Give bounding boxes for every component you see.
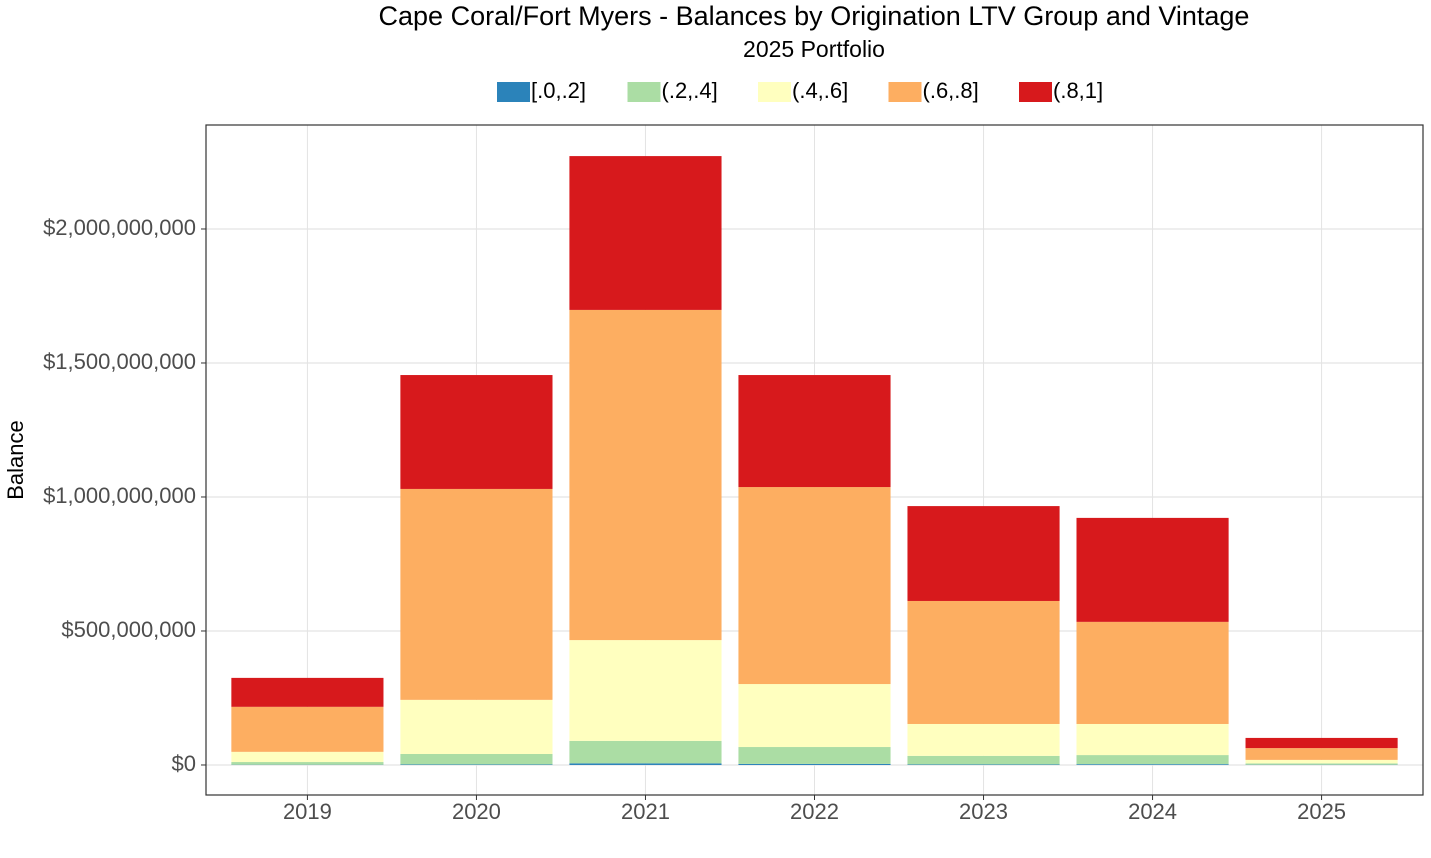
bar-segment	[738, 763, 891, 765]
y-tick-label: $500,000,000	[61, 617, 196, 642]
bar-segment	[1076, 517, 1229, 622]
y-tick-label: $0	[172, 751, 196, 776]
bar-segment	[1076, 755, 1229, 765]
bar-segment	[400, 699, 553, 754]
plot-border	[205, 124, 1424, 796]
x-tick-label: 2019	[283, 799, 332, 824]
legend-key	[627, 82, 661, 102]
legend-label: (.2,.4]	[662, 78, 718, 103]
bar-segment	[569, 740, 722, 764]
bar-segment	[907, 600, 1060, 724]
y-tick-label: $1,000,000,000	[43, 483, 196, 508]
x-tick-label: 2020	[452, 799, 501, 824]
bar-segment	[1245, 763, 1398, 765]
bar-segment	[1076, 621, 1229, 724]
bar-segment	[569, 309, 722, 641]
legend-key	[888, 82, 922, 102]
y-axis-label: Balance	[3, 420, 28, 500]
bar-segment	[231, 677, 384, 707]
legend-label: (.4,.6]	[792, 78, 848, 103]
bar-segment	[907, 723, 1060, 756]
bar-segment	[569, 156, 722, 310]
bar-segment	[400, 753, 553, 765]
bar-segment	[738, 684, 891, 748]
bar-segment	[907, 764, 1060, 765]
x-tick-label: 2024	[1128, 799, 1177, 824]
bar-segment	[569, 640, 722, 741]
x-tick-label: 2025	[1297, 799, 1346, 824]
bar-segment	[738, 747, 891, 764]
x-tick-label: 2023	[959, 799, 1008, 824]
chart-title: Cape Coral/Fort Myers - Balances by Orig…	[379, 1, 1250, 31]
bar-segment	[400, 488, 553, 700]
legend-label: (.6,.8]	[923, 78, 979, 103]
bar-segment	[231, 751, 384, 763]
bar-segment	[231, 762, 384, 765]
bar-segment	[907, 506, 1060, 601]
legend-key	[497, 82, 530, 102]
chart-subtitle: 2025 Portfolio	[743, 36, 885, 62]
x-tick-label: 2021	[621, 799, 670, 824]
bar-segment	[1076, 723, 1229, 756]
legend-label: (.8,1]	[1053, 78, 1103, 103]
y-tick-label: $2,000,000,000	[43, 215, 196, 240]
bar-segment	[400, 764, 553, 765]
bar-segment	[569, 763, 722, 765]
bar-segment	[1245, 759, 1398, 764]
bar-segment	[231, 706, 384, 752]
bar-segment	[907, 755, 1060, 765]
bar-segment	[738, 375, 891, 488]
bar-segment	[400, 375, 553, 489]
bar-segment	[1245, 748, 1398, 760]
bar-segment	[1076, 764, 1229, 765]
bar-segment	[1245, 737, 1398, 749]
legend-label: [.0,.2]	[531, 78, 586, 103]
legend-key	[758, 82, 791, 102]
legend-key	[1019, 82, 1052, 102]
y-tick-label: $1,500,000,000	[43, 349, 196, 374]
bar-segment	[738, 487, 891, 685]
x-tick-label: 2022	[790, 799, 839, 824]
